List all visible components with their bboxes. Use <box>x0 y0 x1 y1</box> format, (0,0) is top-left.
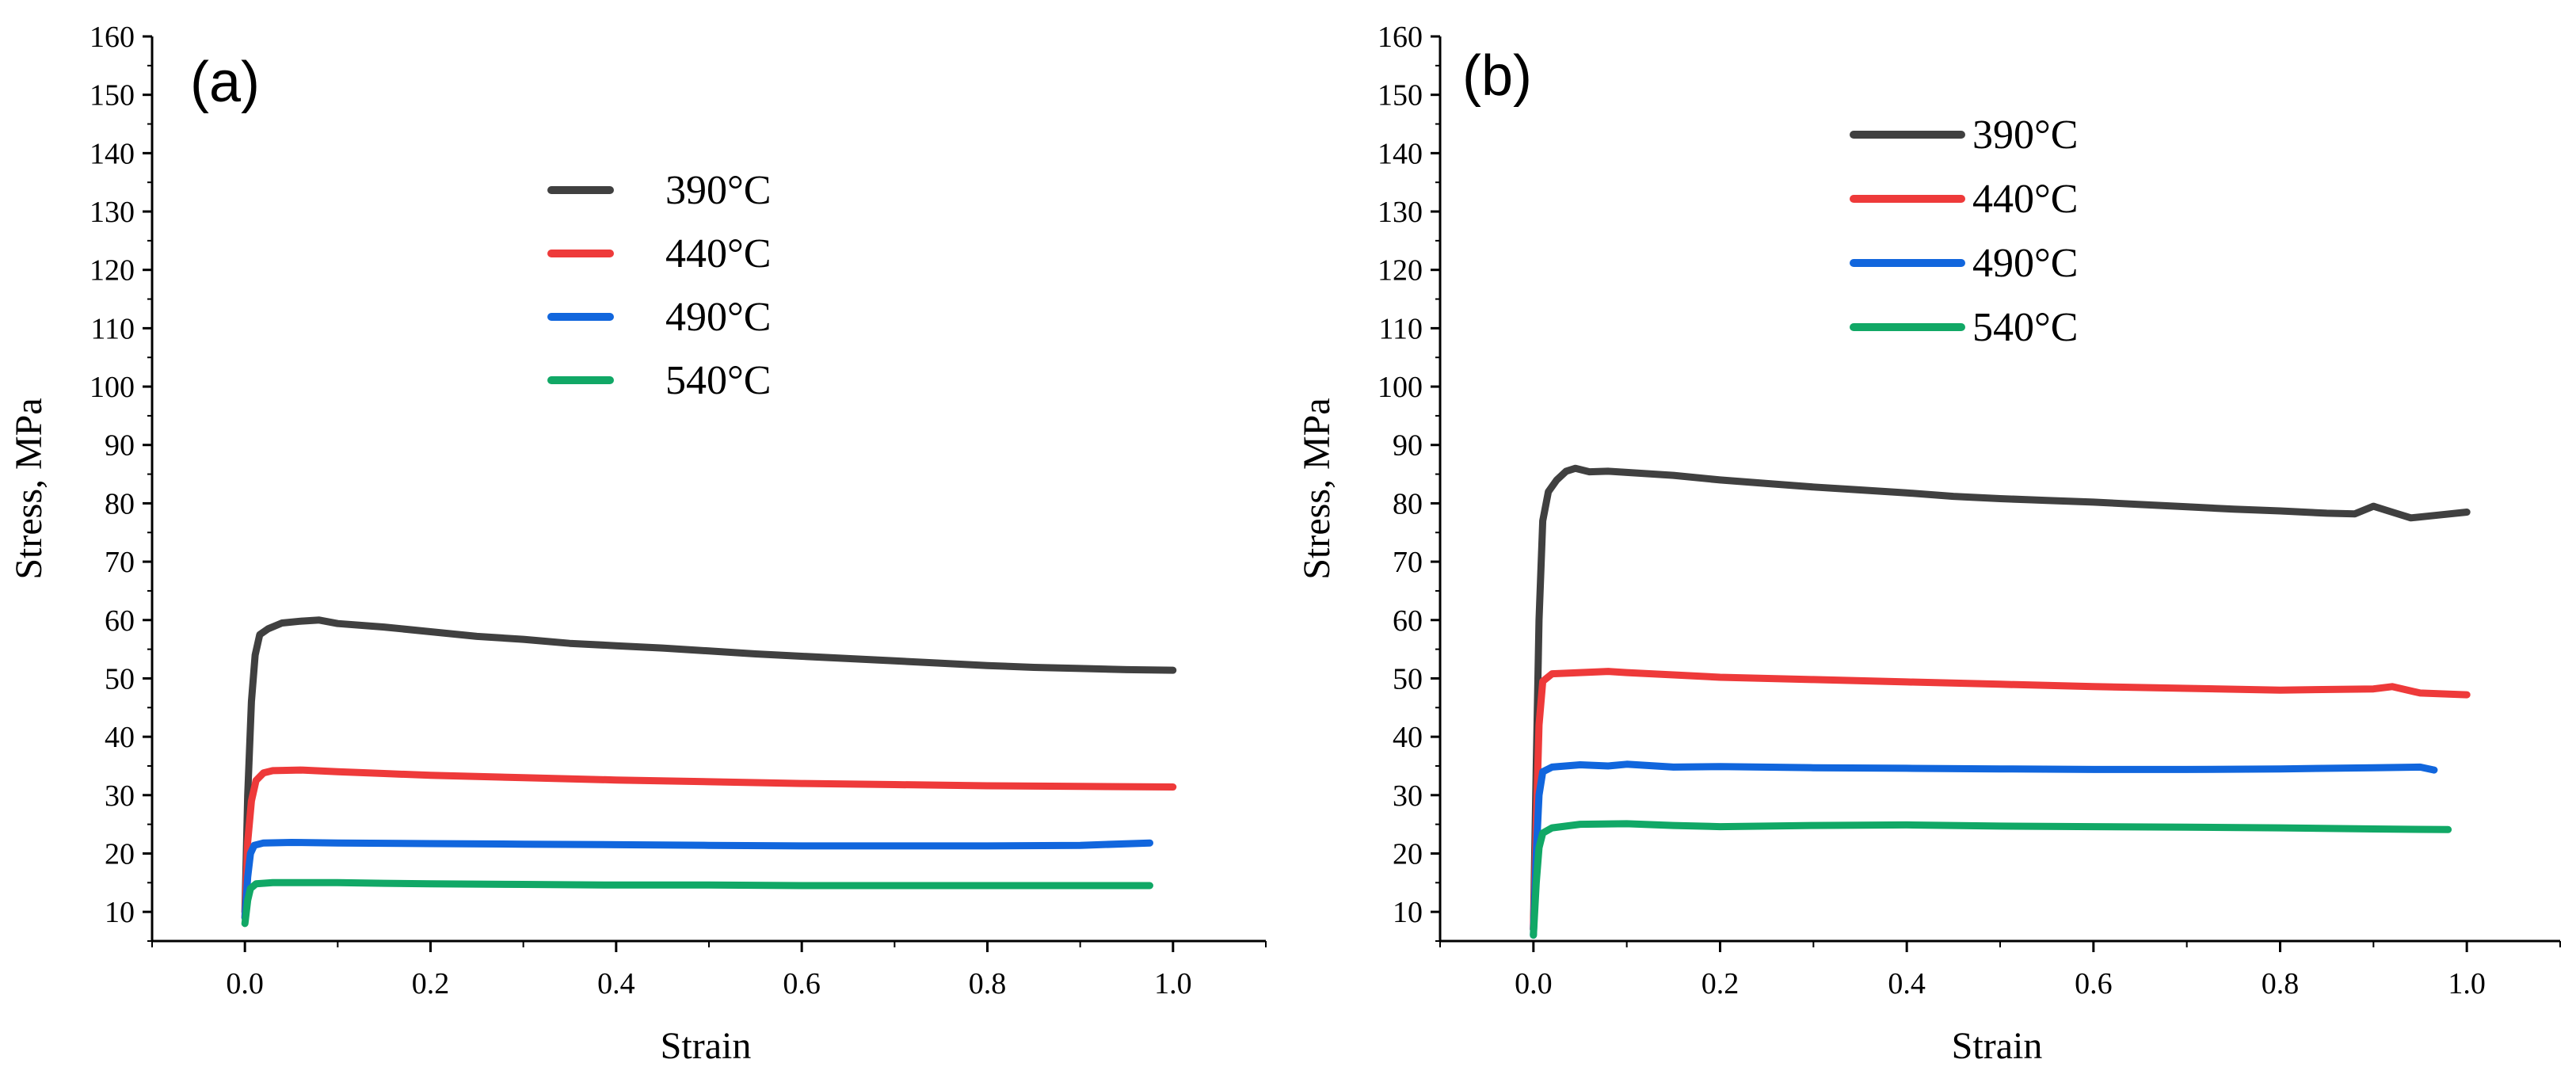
x-tick-label: 0.6 <box>2075 967 2113 1000</box>
x-tick-label: 0.4 <box>597 967 635 1000</box>
legend-label-540: 540°C <box>665 358 771 403</box>
x-tick-label: 0.6 <box>783 967 821 1000</box>
y-tick-label: 130 <box>90 196 135 229</box>
x-tick-label: 0.0 <box>226 967 264 1000</box>
y-tick-label: 30 <box>1393 779 1423 813</box>
y-tick-label: 40 <box>105 721 135 754</box>
x-axis-label: Strain <box>661 1025 752 1067</box>
y-tick-label: 110 <box>1378 312 1423 345</box>
y-tick-label: 10 <box>105 896 135 929</box>
y-tick-label: 160 <box>1378 21 1423 54</box>
y-tick-label: 130 <box>1378 196 1423 229</box>
legend-label-490: 490°C <box>1972 241 2078 286</box>
y-tick-label: 90 <box>1393 429 1423 463</box>
y-tick-label: 60 <box>1393 604 1423 638</box>
y-tick-label: 20 <box>1393 837 1423 871</box>
chart-panel-b: 10 20 30 40 50 60 70 80 90 100 110 120 130 140 150 160 0… <box>1296 21 2561 1067</box>
series-line-440 <box>1530 668 2471 933</box>
y-tick-label: 70 <box>1393 546 1423 579</box>
series-line-390 <box>1530 464 2471 933</box>
y-tick-label: 140 <box>1378 137 1423 170</box>
x-tick-label: 0.8 <box>2262 967 2300 1000</box>
panel-label: (a) <box>190 51 260 114</box>
y-tick-label: 100 <box>1378 371 1423 404</box>
y-tick-label: 70 <box>105 546 135 579</box>
y-tick-label: 160 <box>90 21 135 54</box>
y-tick-label: 60 <box>105 604 135 638</box>
y-tick-label: 150 <box>1378 79 1423 112</box>
series-line-540 <box>1530 820 2452 939</box>
y-tick-label: 50 <box>105 662 135 695</box>
y-tick-label: 20 <box>105 837 135 871</box>
y-tick-label: 90 <box>105 429 135 463</box>
legend-label-440: 440°C <box>665 231 771 276</box>
x-tick-label: 0.0 <box>1515 967 1553 1000</box>
series-line-440 <box>241 766 1177 921</box>
legend-label-440: 440°C <box>1972 177 2078 222</box>
panel-label: (b) <box>1462 44 1532 108</box>
legend-label-490: 490°C <box>665 295 771 340</box>
x-tick-label: 0.2 <box>1701 967 1740 1000</box>
x-axis-label: Strain <box>1952 1025 2043 1067</box>
y-tick-label: 110 <box>90 312 135 345</box>
x-tick-label: 0.2 <box>412 967 450 1000</box>
y-tick-label: 120 <box>90 254 135 288</box>
x-tick-label: 0.8 <box>969 967 1007 1000</box>
y-tick-label: 120 <box>1378 254 1423 288</box>
y-tick-label: 50 <box>1393 662 1423 695</box>
y-axis-label: Stress, MPa <box>8 398 50 579</box>
y-tick-label: 10 <box>1393 896 1423 929</box>
series-line-540 <box>241 878 1153 928</box>
x-tick-label: 1.0 <box>2448 967 2486 1000</box>
y-tick-label: 150 <box>90 79 135 112</box>
series-line-490 <box>1530 760 2438 939</box>
chart-panel-a: 10 20 30 40 50 60 70 80 90 100 110 120 130 140 150 160 0… <box>8 21 1267 1067</box>
legend-label-390: 390°C <box>665 168 771 213</box>
y-tick-label: 140 <box>90 137 135 170</box>
legend-label-390: 390°C <box>1972 112 2078 158</box>
y-tick-label: 30 <box>105 779 135 813</box>
x-tick-label: 1.0 <box>1154 967 1192 1000</box>
series-line-490 <box>241 839 1153 921</box>
y-tick-label: 80 <box>105 487 135 520</box>
y-axis-label: Stress, MPa <box>1296 398 1338 579</box>
series-line-390 <box>241 616 1177 916</box>
y-tick-label: 40 <box>1393 721 1423 754</box>
y-tick-label: 80 <box>1393 487 1423 520</box>
y-tick-label: 100 <box>90 371 135 404</box>
x-tick-label: 0.4 <box>1888 967 1926 1000</box>
legend-label-540: 540°C <box>1972 305 2078 350</box>
